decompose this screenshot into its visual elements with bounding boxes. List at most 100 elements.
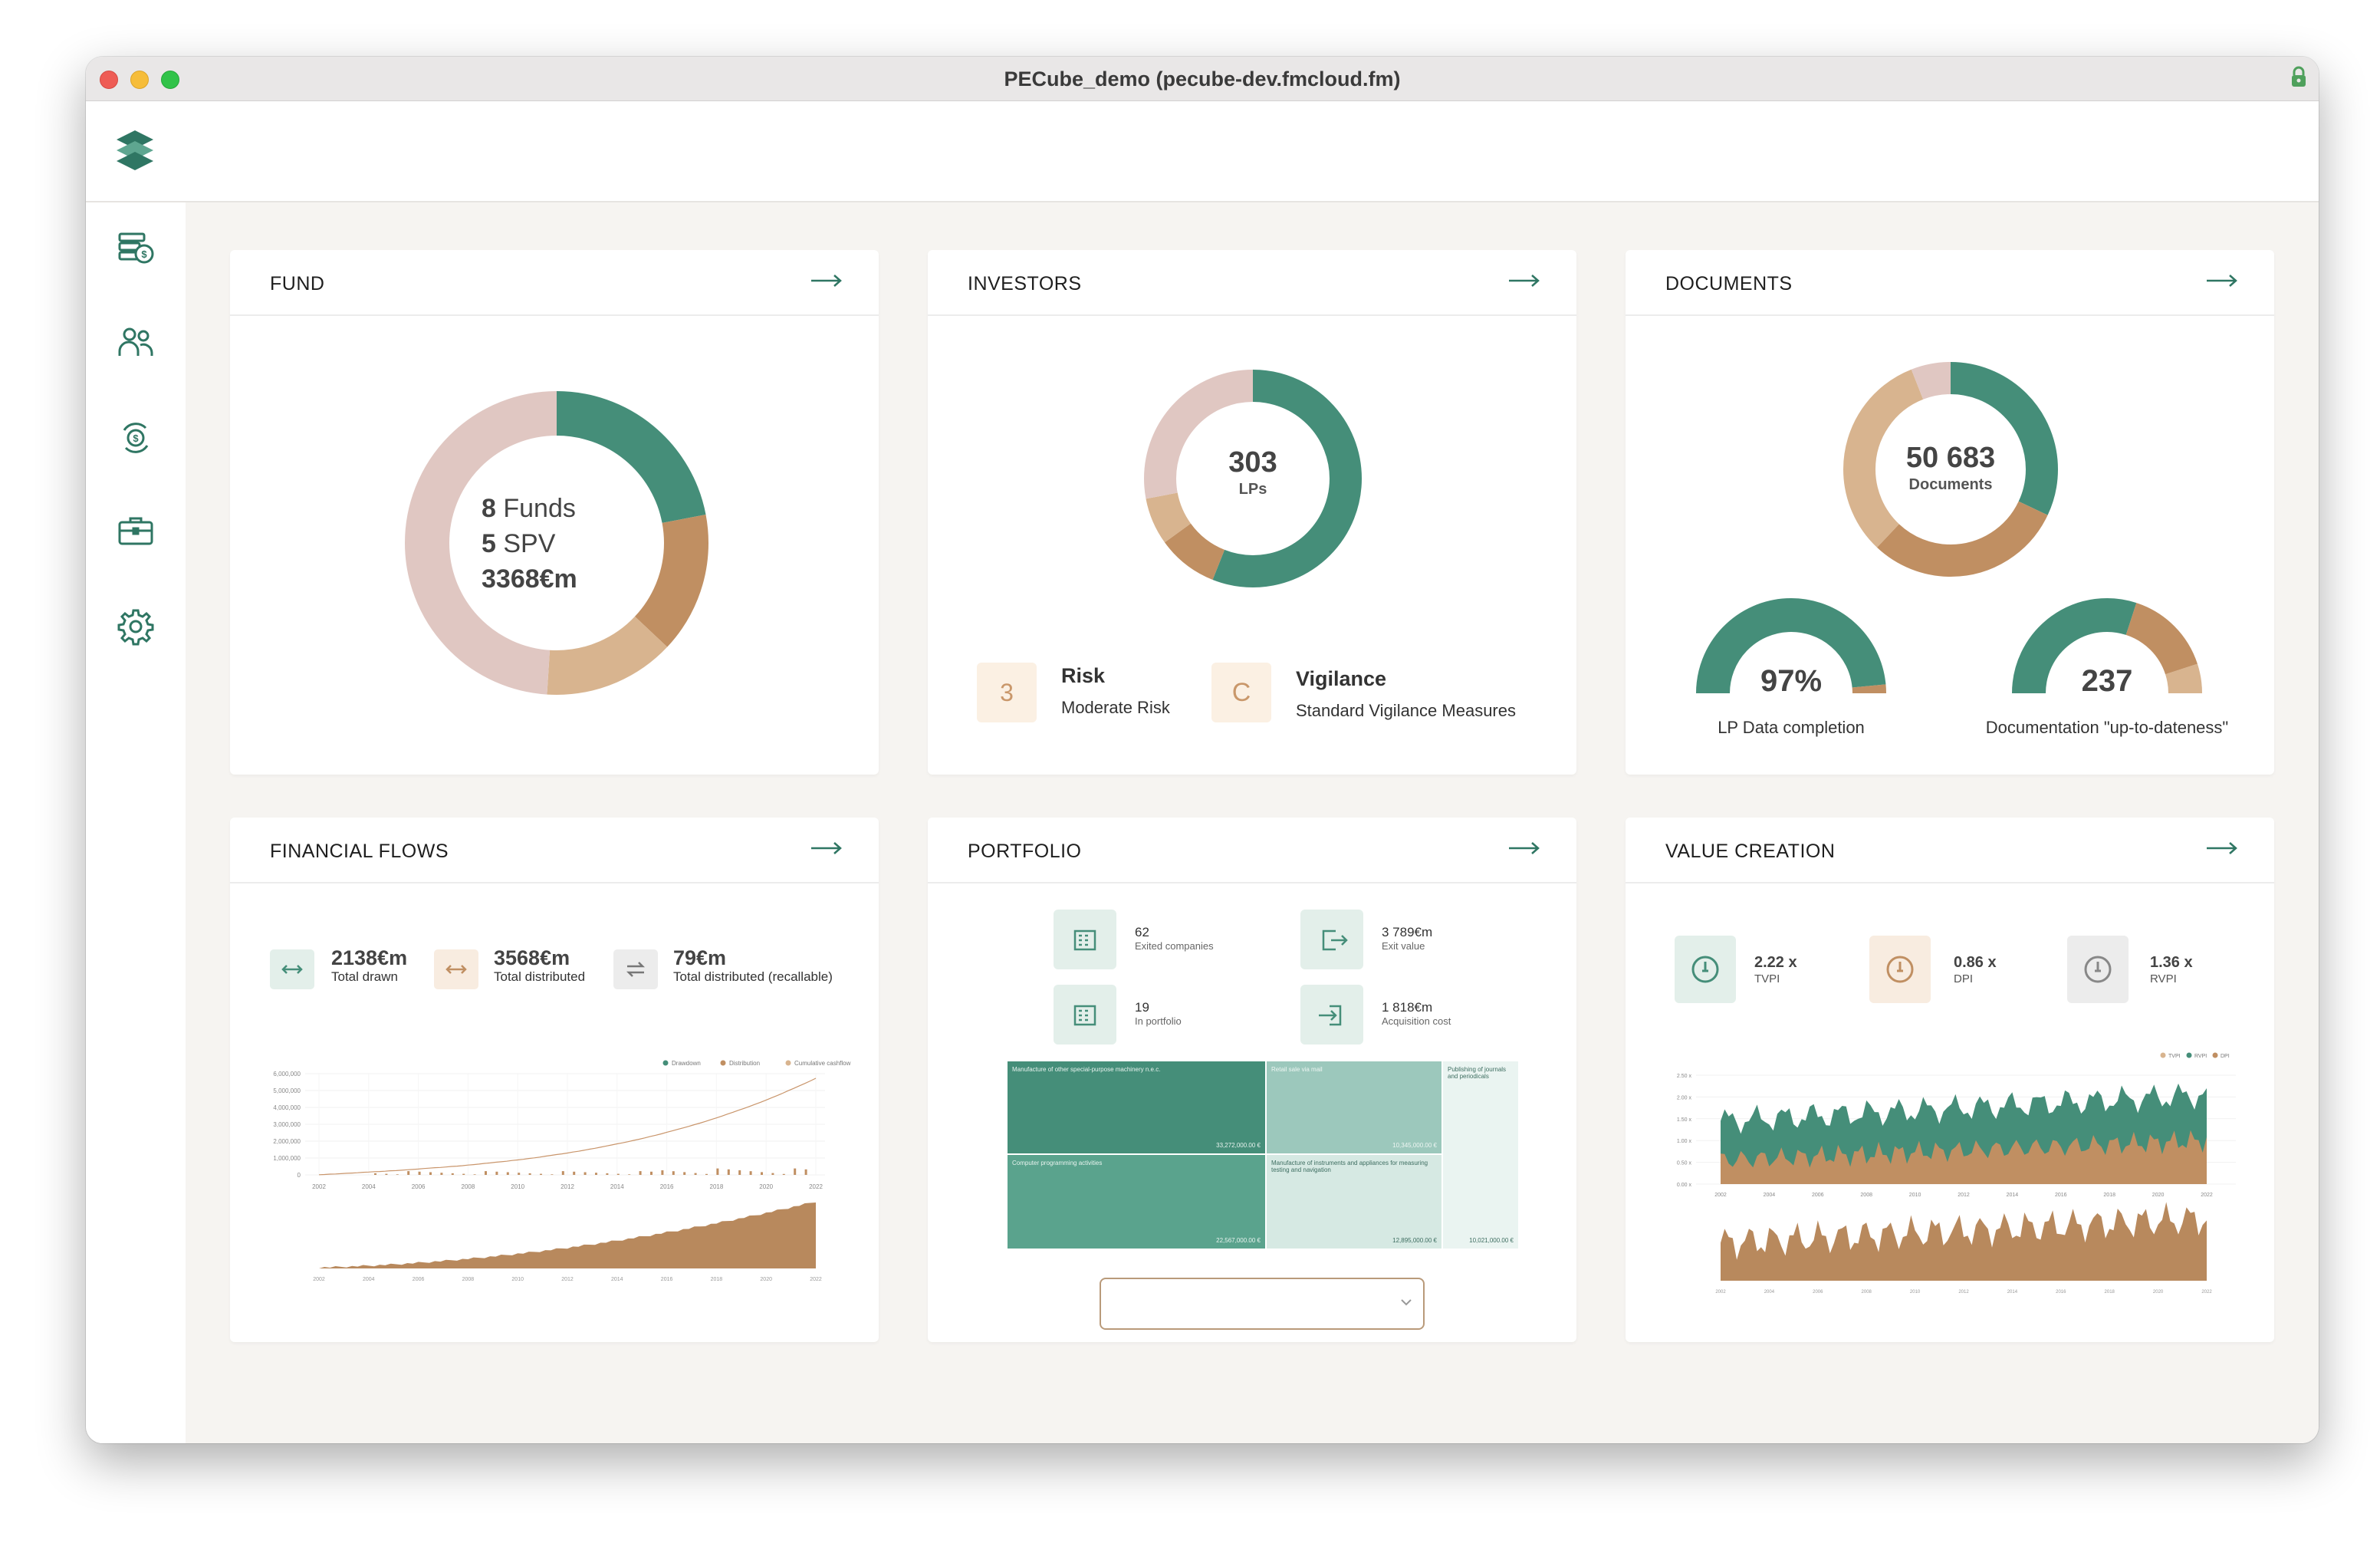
x-tick-label: 2018 [2103,1193,2115,1198]
treemap-cell[interactable]: Retail sale via mail 10,345,000.00 € [1267,1061,1441,1153]
distribution-bar [738,1170,741,1175]
y-tick-label: 2,000,000 [273,1138,301,1145]
total-drawn-value: 2138€m [331,946,408,969]
donut-segment[interactable] [405,391,708,695]
acquisition-cost-label: Acquisition cost [1382,1015,1451,1027]
donut-segment[interactable] [1843,362,2058,577]
gauge-fill [2012,598,2137,694]
distribution-bar [561,1171,564,1175]
documents-card: DOCUMENTS 50 683 Documents 97% LP Data c… [1626,250,2274,775]
arrow-right-icon[interactable] [2205,839,2239,857]
briefcase-icon[interactable] [115,511,156,552]
total-recallable-value: 79€m [673,946,727,969]
total-distributed-label: Total distributed [494,969,586,984]
x-tick-label: 2010 [1909,1193,1921,1198]
donut-segment[interactable] [405,391,708,695]
cumulative-cashflow-line [318,1077,817,1176]
y-tick-label: 1,000,000 [273,1155,301,1162]
close-window-button[interactable] [100,71,118,89]
x-tick-label: 2012 [1958,1290,1969,1295]
treemap-cell-label: Manufacture of instruments and appliance… [1271,1160,1428,1173]
donut-segment[interactable] [1843,362,2058,577]
distribution-bar [418,1171,421,1175]
treemap-cell[interactable]: Computer programming activities 22,567,0… [1008,1155,1265,1249]
portfolio-select[interactable] [1100,1278,1425,1330]
x-tick-label: 2022 [809,1183,823,1190]
x-tick-label: 2014 [2007,1193,2019,1198]
x-tick-label: 2002 [313,1277,325,1282]
distribution-bar [506,1172,509,1175]
donut-segment[interactable] [405,391,708,695]
arrow-right-icon[interactable] [2205,271,2239,290]
app-logo-icon[interactable] [112,127,158,173]
card-header: DOCUMENTS [1626,250,2274,316]
distribution-bar [639,1171,642,1175]
treemap-cell[interactable]: Publishing of journals and periodicals 1… [1443,1061,1518,1249]
card-header: PORTFOLIO [928,818,1576,883]
dpi-overview-area [1721,1202,2207,1281]
legend-marker [785,1060,791,1066]
distribution-bar [716,1168,719,1175]
x-tick-label: 2022 [2201,1193,2213,1198]
dpi-area [1721,1130,2207,1184]
donut-segment[interactable] [1144,370,1362,587]
x-tick-label: 2006 [1813,1290,1823,1295]
distribution-bar [518,1173,521,1175]
x-tick-label: 2002 [1715,1290,1726,1295]
y-tick-label: 2.00 x [1677,1095,1692,1100]
treemap-cell-label: Publishing of journals and periodicals [1448,1066,1507,1080]
distribution-bar [761,1172,763,1175]
x-tick-label: 2004 [363,1277,375,1282]
y-tick-label: 0.50 x [1677,1161,1692,1166]
treemap-cell-value: 33,272,000.00 € [1216,1142,1261,1149]
x-tick-label: 2022 [810,1277,822,1282]
x-tick-label: 2014 [611,1277,623,1282]
y-tick-label: 5,000,000 [273,1087,301,1094]
people-icon[interactable] [115,322,156,364]
x-tick-label: 2020 [2153,1290,2164,1295]
distribution-bar [804,1169,807,1175]
distribution-bar [771,1173,774,1175]
document-count: 50 683 [1905,442,1996,474]
legend-label: Drawdown [672,1060,701,1067]
arrow-right-icon[interactable] [1507,271,1541,290]
financial-flows-chart: Drawdown Distribution Cumulative cashflow 6… [273,1060,850,1282]
x-tick-label: 2008 [462,1183,475,1190]
distribution-bar [440,1173,443,1175]
treemap-cell[interactable]: Manufacture of other special-purpose mac… [1008,1061,1265,1153]
tvpi-label: TVPI [1754,972,1780,985]
x-tick-label: 2008 [462,1277,475,1282]
treemap-cell-value: 10,345,000.00 € [1392,1142,1437,1149]
x-tick-label: 2020 [760,1277,772,1282]
card-header: FINANCIAL FLOWS [230,818,879,883]
distribution-bar [573,1171,576,1175]
zoom-window-button[interactable] [161,71,179,89]
gear-icon[interactable] [115,606,156,647]
portfolio-treemap: Manufacture of other special-purpose mac… [1008,1061,1518,1249]
distribution-bar [650,1171,653,1175]
minimize-window-button[interactable] [130,71,149,89]
gauge-fill [1696,598,1886,694]
investors-total: 303 LPs [1176,446,1330,498]
y-tick-label: 4,000,000 [273,1104,301,1111]
x-tick-label: 2020 [759,1183,773,1190]
in-portfolio-label: In portfolio [1135,1015,1182,1027]
lp-data-completion-label: LP Data completion [1718,718,1865,737]
total-drawn-label: Total drawn [331,969,398,984]
treemap-cell[interactable]: Manufacture of instruments and appliance… [1267,1155,1441,1249]
title-bar: PECube_demo (pecube-dev.fmcloud.fm) [86,57,2319,101]
distribution-bar [694,1173,697,1175]
exited-companies-label: Exited companies [1135,940,1214,952]
legend-marker [2186,1052,2192,1058]
distribution-bar [749,1171,752,1175]
money-stack-icon[interactable]: $ [115,227,156,268]
distribution-bar [595,1173,597,1175]
x-tick-label: 2002 [312,1183,326,1190]
money-cycle-icon[interactable]: $ [115,417,156,459]
arrow-right-icon[interactable] [1507,839,1541,857]
arrow-right-icon[interactable] [810,839,843,857]
arrow-right-icon[interactable] [810,271,843,290]
distribution-bar [672,1171,675,1175]
donut-segment[interactable] [1843,362,2058,577]
investors-card: INVESTORS 303 LPs 3 Risk Moderate Risk C… [928,250,1576,775]
